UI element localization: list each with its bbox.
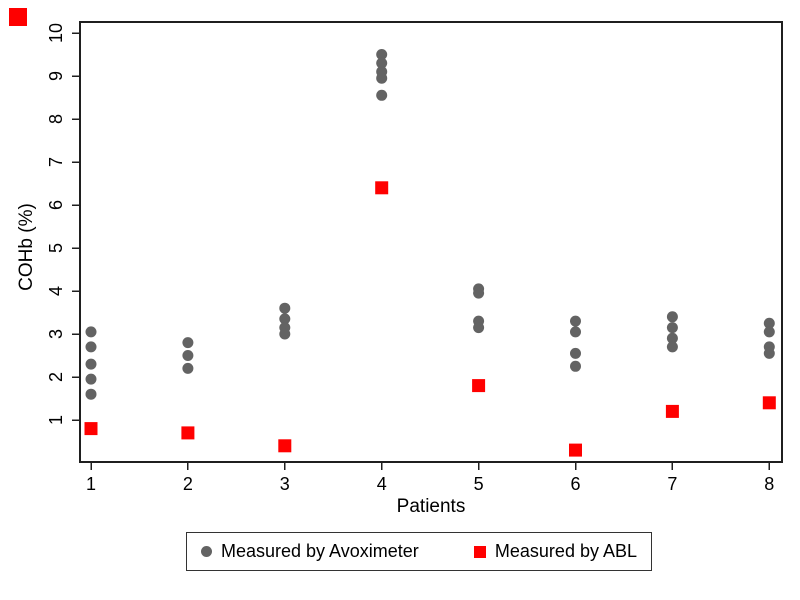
avoximeter-point bbox=[376, 72, 388, 84]
abl-point bbox=[762, 396, 776, 410]
red-square-corner-marker bbox=[9, 8, 27, 26]
avoximeter-point bbox=[182, 337, 194, 349]
y-tick-label: 2 bbox=[46, 372, 66, 382]
avoximeter-point bbox=[570, 326, 581, 338]
avoximeter-point bbox=[570, 347, 581, 359]
y-tick-label: 4 bbox=[46, 286, 66, 296]
x-axis-title: Patients bbox=[397, 496, 466, 517]
y-tick-label: 1 bbox=[46, 415, 66, 425]
plot-frame bbox=[79, 21, 783, 463]
abl-point bbox=[375, 181, 389, 195]
y-tick-label: 8 bbox=[46, 114, 66, 124]
avoximeter-point bbox=[376, 57, 388, 69]
abl-point bbox=[569, 443, 582, 457]
avoximeter-point bbox=[376, 49, 388, 60]
abl-point bbox=[181, 426, 195, 440]
avoximeter-point bbox=[85, 388, 97, 400]
avoximeter-point bbox=[763, 317, 775, 329]
x-tick-label: 3 bbox=[280, 474, 290, 494]
legend: Measured by Avoximeter Measured by ABL bbox=[186, 532, 652, 571]
y-tick-label: 9 bbox=[46, 71, 66, 81]
square-marker-icon bbox=[473, 545, 486, 558]
legend-label-abl: Measured by ABL bbox=[494, 541, 637, 561]
legend-item-avoximeter: Measured by Avoximeter bbox=[201, 541, 419, 562]
avoximeter-point bbox=[666, 322, 678, 334]
avoximeter-point bbox=[666, 311, 678, 323]
x-tick-label: 4 bbox=[377, 474, 387, 494]
avoximeter-point bbox=[85, 341, 97, 353]
avoximeter-point bbox=[279, 313, 291, 325]
avoximeter-point bbox=[376, 89, 388, 101]
y-tick-label: 10 bbox=[46, 23, 66, 43]
legend-item-abl: Measured by ABL bbox=[473, 541, 637, 562]
y-tick-label: 6 bbox=[46, 200, 66, 210]
abl-point bbox=[472, 379, 486, 393]
circle-marker-icon bbox=[201, 546, 212, 557]
abl-point bbox=[84, 422, 98, 436]
legend-label-avoximeter: Measured by Avoximeter bbox=[221, 541, 419, 561]
x-tick-label: 5 bbox=[474, 474, 484, 494]
abl-point bbox=[665, 404, 679, 418]
x-tick-label: 8 bbox=[764, 474, 774, 494]
x-tick-label: 2 bbox=[183, 474, 193, 494]
x-tick-label: 7 bbox=[667, 474, 677, 494]
avoximeter-point bbox=[666, 332, 678, 344]
abl-point bbox=[278, 439, 292, 453]
y-tick-label: 5 bbox=[46, 243, 66, 253]
avoximeter-point bbox=[666, 341, 678, 353]
avoximeter-point bbox=[279, 328, 291, 340]
y-axis-title: COHb (%) bbox=[16, 203, 37, 291]
x-tick-label: 6 bbox=[570, 474, 580, 494]
y-tick-label: 7 bbox=[46, 157, 66, 167]
avoximeter-point bbox=[85, 373, 97, 385]
avoximeter-point bbox=[763, 326, 775, 338]
avoximeter-point bbox=[473, 322, 485, 334]
avoximeter-point bbox=[85, 326, 97, 338]
avoximeter-point bbox=[473, 287, 485, 299]
data-points bbox=[84, 49, 776, 457]
avoximeter-point bbox=[182, 362, 194, 374]
x-tick-label: 1 bbox=[86, 474, 96, 494]
avoximeter-point bbox=[570, 360, 581, 372]
avoximeter-point bbox=[570, 315, 581, 327]
avoximeter-point bbox=[85, 358, 97, 370]
avoximeter-point bbox=[763, 347, 775, 359]
y-tick-label: 3 bbox=[46, 329, 66, 339]
avoximeter-point bbox=[182, 350, 194, 361]
avoximeter-point bbox=[279, 302, 291, 314]
